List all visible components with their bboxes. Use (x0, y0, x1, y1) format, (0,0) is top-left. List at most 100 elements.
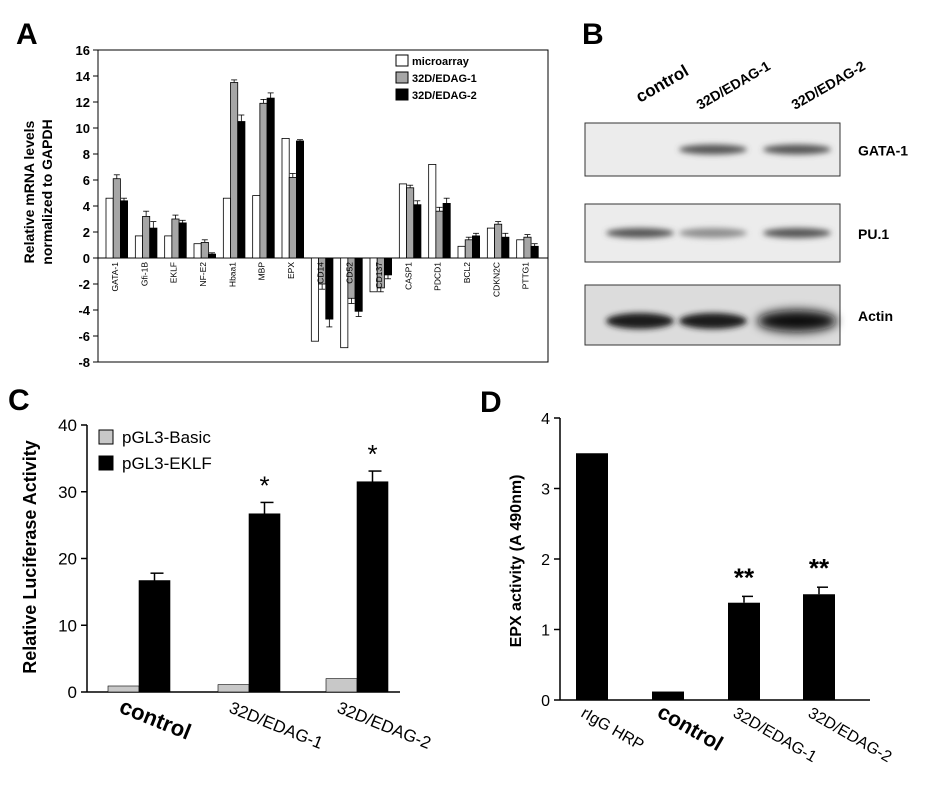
blot-band (757, 310, 837, 332)
legend-swatch-basic (98, 429, 114, 445)
bar-c-32d-edag-2-pgl3-basic (325, 678, 358, 693)
bar-a-cd137-32d-edag-2 (383, 257, 392, 276)
bar-a-pdcd1-32d-edag-1 (435, 210, 444, 259)
category-label-a-cd52: CD52 (345, 262, 355, 284)
blot-band (763, 228, 831, 238)
bar-c-32d-edag-1-pgl3-basic (217, 684, 250, 693)
panel-label-d: D (480, 386, 502, 419)
blot-band (679, 313, 747, 329)
blot-row-gata-1: GATA-1 (584, 122, 908, 177)
bar-a-pttg1-microarray (516, 239, 525, 259)
panel-label-a: A (16, 18, 38, 51)
blot-rows: GATA-1 PU.1 Actin (584, 122, 908, 346)
y-tick-label-d: 1 (541, 623, 550, 640)
category-label-a-mbp: MBP (257, 262, 267, 281)
category-label-a-bcl2: BCL2 (462, 262, 472, 284)
blot-band (606, 313, 674, 329)
bar-a-epx-32d-edag-2 (295, 140, 304, 259)
bar-a-eklf-32d-edag-1 (171, 218, 180, 259)
blot-column-label-32d-edag-2: 32D/EDAG-2 (789, 57, 869, 112)
blot-row-label-actin: Actin (858, 308, 893, 324)
y-tick-label-c: 30 (58, 483, 77, 502)
category-label-a-cd14: CD14 (315, 262, 325, 284)
y-tick-label-a: -2 (78, 277, 90, 292)
bar-a-eklf-microarray (164, 235, 173, 259)
plot-frame-a (97, 49, 549, 363)
y-tick-label-a: 2 (83, 225, 90, 240)
bar-a-cd14-32d-edag-2 (325, 257, 334, 320)
category-labels-c: control 32D/EDAG-1 32D/EDAG-2 (116, 693, 433, 752)
bar-a-hbaa1-32d-edag-1 (230, 82, 239, 259)
y-tick-label-c: 40 (58, 416, 77, 435)
significance-marker-c: * (259, 470, 269, 500)
y-tick-label-a: 10 (76, 121, 90, 136)
panel-a: A -8 -6 -4 -2 0 2 4 6 8 10 12 14 16 Relative mRNA le… (16, 18, 549, 370)
bar-a-nf-e2-32d-edag-1 (200, 241, 209, 259)
bar-a-gata-1-32d-edag-1 (112, 178, 121, 259)
bar-c-control-pgl3-eklf (138, 580, 171, 693)
bar-d-control (652, 691, 684, 700)
bar-a-cdkn2c-32d-edag-1 (494, 223, 503, 259)
y-tick-label-a: -4 (78, 303, 90, 318)
bars-d: ** ** (576, 453, 835, 700)
legend-swatch-edag1-a (395, 71, 409, 84)
bar-d-32d-edag-2 (803, 594, 835, 700)
bar-a-pdcd1-microarray (428, 163, 437, 259)
y-tick-label-a: -6 (78, 329, 90, 344)
blot-column-label-control: control (633, 61, 692, 106)
bar-c-32d-edag-1-pgl3-eklf (248, 513, 281, 693)
y-tick-label-c: 20 (58, 550, 77, 569)
y-tick-label-a: -8 (78, 355, 90, 370)
y-tick-label-a: 0 (83, 251, 90, 266)
bars-a (105, 79, 539, 349)
y-tick-label-d: 2 (541, 552, 550, 569)
category-label-a-cd137: CD137 (374, 262, 384, 289)
significance-marker-d: ** (734, 562, 755, 592)
bar-a-epx-microarray (281, 137, 290, 259)
bar-a-cd52-microarray (340, 257, 349, 349)
blot-row-actin: Actin (584, 284, 893, 346)
category-label-a-epx: EPX (286, 262, 296, 279)
bar-a-mbp-32d-edag-2 (266, 97, 275, 259)
significance-marker-c: * (367, 439, 377, 469)
bar-a-cd52-32d-edag-2 (354, 257, 363, 312)
y-tick-label-d: 0 (541, 693, 550, 710)
y-tick-label-a: 4 (83, 199, 91, 214)
bar-a-epx-32d-edag-1 (288, 176, 297, 259)
blot-band (679, 228, 747, 238)
bar-a-bcl2-32d-edag-1 (464, 239, 473, 259)
bar-a-hbaa1-32d-edag-2 (237, 121, 246, 259)
y-axis-label-c: Relative Luciferase Activity (20, 440, 40, 673)
legend-swatch-edag2-a (395, 88, 409, 101)
blot-column-labels: control 32D/EDAG-1 32D/EDAG-2 (633, 57, 869, 112)
category-label-d-32d-edag-1: 32D/EDAG-1 (730, 705, 819, 766)
bar-a-gata-1-microarray (105, 197, 114, 259)
bar-c-control-pgl3-basic (107, 685, 140, 693)
y-tick-label-a: 12 (76, 95, 90, 110)
category-label-a-eklf: EKLF (169, 262, 179, 283)
bar-a-pttg1-32d-edag-2 (530, 245, 539, 259)
blot-row-pu-1: PU.1 (584, 203, 889, 263)
category-label-a-nf-e2: NF-E2 (198, 262, 208, 287)
bar-a-gfi-1b-32d-edag-1 (142, 215, 151, 259)
legend-label-eklf: pGL3-EKLF (122, 454, 212, 473)
legend-c: pGL3-Basic pGL3-EKLF (98, 428, 212, 473)
panel-c: C 0 10 20 30 40 Relative Luciferase Activity… (8, 384, 434, 753)
bar-c-32d-edag-2-pgl3-eklf (356, 481, 389, 693)
bar-a-mbp-microarray (252, 195, 261, 259)
bar-a-bcl2-32d-edag-2 (471, 235, 480, 259)
bar-a-mbp-32d-edag-1 (259, 102, 268, 259)
category-label-d-rigg-hrp: rIgG HRP (578, 705, 647, 754)
legend-swatch-eklf (98, 455, 114, 471)
y-tick-label-a: 8 (83, 147, 90, 162)
category-label-a-cdkn2c: CDKN2C (491, 262, 501, 297)
bar-a-gata-1-32d-edag-2 (120, 200, 129, 259)
bar-a-pdcd1-32d-edag-2 (442, 202, 451, 259)
panel-label-c: C (8, 384, 30, 417)
blot-band (763, 144, 831, 155)
y-tick-label-a: 14 (76, 69, 91, 84)
bar-a-casp1-32d-edag-2 (413, 204, 422, 259)
y-tick-label-d: 4 (541, 411, 550, 428)
